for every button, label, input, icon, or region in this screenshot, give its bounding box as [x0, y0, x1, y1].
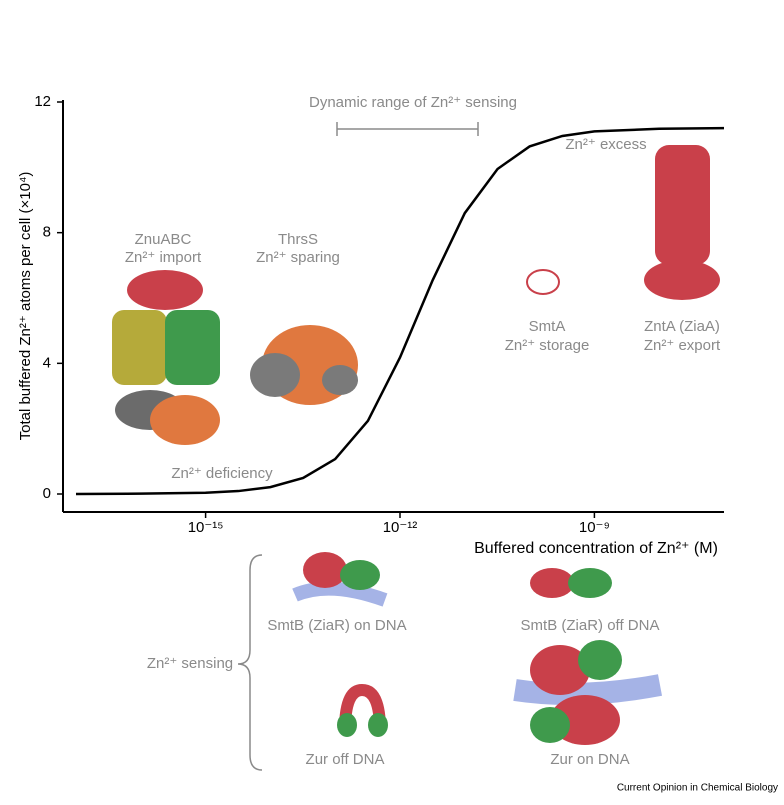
y-tick-label: 12 — [34, 93, 51, 110]
protein-zur-on-dna — [513, 640, 663, 745]
annotation: SmtA — [529, 318, 566, 335]
y-axis-label: Total buffered Zn²⁺ atoms per cell (×10⁴… — [17, 172, 34, 441]
protein-thrss — [250, 325, 358, 405]
annotation: Zn²⁺ deficiency — [171, 465, 273, 482]
annotation: SmtB (ZiaR) off DNA — [521, 617, 660, 634]
annotation: SmtB (ZiaR) on DNA — [267, 617, 406, 634]
x-tick-label: 10⁻¹⁵ — [188, 519, 224, 536]
annotation: Zn²⁺ excess — [565, 136, 646, 153]
annotation: Zn²⁺ import — [125, 249, 202, 266]
protein-znta — [644, 145, 720, 300]
annotation: ThrsS — [278, 231, 318, 248]
annotation: ZntA (ZiaA) — [644, 318, 720, 335]
curve — [75, 126, 725, 496]
protein-smtb-off-dna — [530, 568, 612, 598]
x-axis-label: Buffered concentration of Zn²⁺ (M) — [474, 540, 718, 557]
y-tick-label: 0 — [43, 485, 51, 502]
y-tick-label: 8 — [43, 224, 51, 241]
x-tick-label: 10⁻⁹ — [579, 519, 610, 536]
sensing-brace — [237, 554, 263, 771]
annotation: Zn²⁺ sparing — [256, 249, 340, 266]
annotation: ZnuABC — [135, 231, 192, 248]
annotation: Dynamic range of Zn²⁺ sensing — [309, 94, 517, 111]
annotation: Zur off DNA — [306, 751, 385, 768]
protein-smta — [526, 269, 560, 295]
range-bracket — [336, 122, 479, 136]
annotation: Zur on DNA — [550, 751, 629, 768]
annotation: Zn²⁺ export — [644, 337, 721, 354]
annotation: Current Opinion in Chemical Biology — [617, 783, 778, 794]
protein-zur-off-dna — [337, 683, 388, 737]
annotation: Zn²⁺ sensing — [147, 655, 233, 672]
protein-znuabc — [112, 270, 220, 445]
annotation: Zn²⁺ storage — [505, 337, 590, 354]
protein-smtb-on-dna — [292, 552, 388, 607]
y-tick-label: 4 — [43, 354, 51, 371]
x-tick-label: 10⁻¹² — [383, 519, 418, 536]
